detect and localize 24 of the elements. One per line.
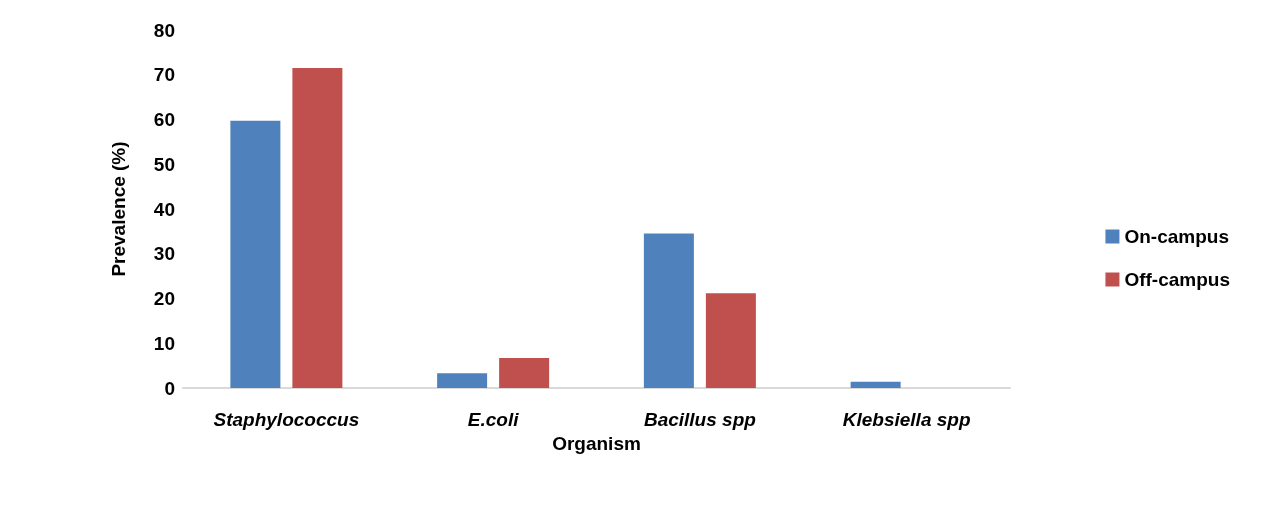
bar: [850, 381, 901, 388]
bar: [292, 68, 343, 388]
y-tick-label: 10: [153, 332, 175, 354]
bar: [705, 293, 756, 388]
bar: [643, 233, 694, 388]
y-tick-label: 40: [153, 198, 175, 220]
y-tick-label: 30: [153, 243, 175, 265]
y-tick-label: 60: [153, 109, 175, 130]
x-tick-label: Staphylococcus: [213, 409, 360, 430]
y-tick-label: 50: [153, 153, 175, 175]
x-tick-label: Klebsiella spp: [842, 409, 971, 430]
y-axis-title: Prevalence (%): [108, 141, 129, 277]
y-tick-label: 0: [164, 377, 175, 399]
bar: [437, 373, 488, 388]
y-tick-label: 80: [153, 19, 175, 41]
x-tick-label: E.coli: [467, 409, 520, 430]
y-tick-label: 20: [153, 288, 175, 309]
bar: [230, 120, 281, 388]
x-tick-label: Bacillus spp: [643, 409, 756, 430]
y-tick-label: 70: [153, 64, 175, 86]
legend-label: On-campus: [1124, 226, 1229, 247]
x-axis-title: Organism: [552, 432, 641, 454]
bar: [499, 358, 550, 388]
legend-label: Off-campus: [1124, 269, 1231, 290]
